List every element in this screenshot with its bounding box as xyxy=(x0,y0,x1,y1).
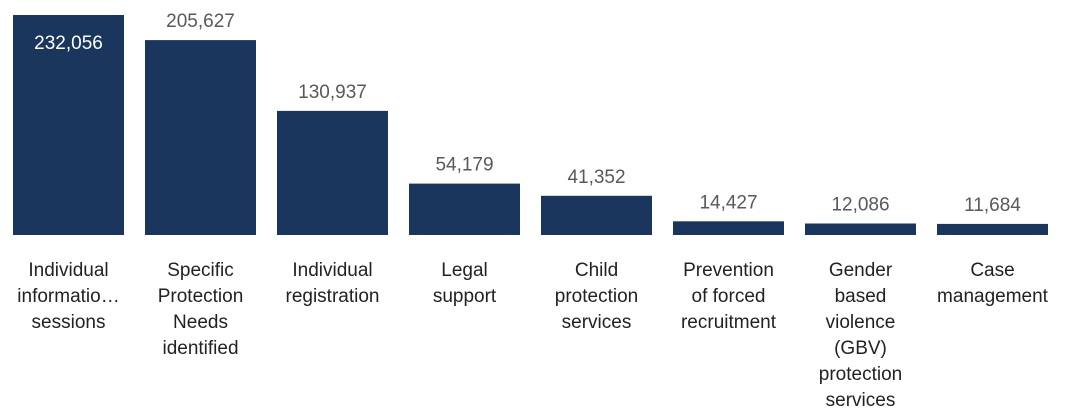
category-label-line: support xyxy=(432,286,497,307)
category-labels: Individual informatio… sessions Specific Pro… xyxy=(10,258,1052,411)
category-label-line: sessions xyxy=(31,312,106,333)
bar-2 xyxy=(145,40,256,235)
category-label-line: protection xyxy=(818,364,903,385)
category-label-line: Legal xyxy=(441,260,488,281)
value-label-3: 130,937 xyxy=(298,82,367,103)
category-label-line: protection xyxy=(554,286,639,307)
category-label-line: Gender xyxy=(828,260,893,281)
bar-6 xyxy=(673,221,784,235)
category-label-1: Individual informatio… sessions xyxy=(10,258,128,336)
category-label-line: informatio… xyxy=(17,286,120,307)
category-label-line: based xyxy=(834,286,887,307)
category-label-6: Prevention of forced recruitment xyxy=(670,258,788,336)
value-label-6: 14,427 xyxy=(699,192,757,213)
category-label-line: Child xyxy=(574,260,619,281)
category-label-line: Case xyxy=(970,260,1015,281)
category-label-line: management xyxy=(937,286,1048,307)
category-label-line: (GBV) xyxy=(834,338,887,359)
category-label-line: Specific xyxy=(167,260,234,281)
category-label-line: Individual xyxy=(292,260,373,281)
value-label-2: 205,627 xyxy=(166,11,235,32)
bar-5 xyxy=(541,195,652,235)
category-label-5: Child protection services xyxy=(538,258,656,336)
category-label-4: Legal support xyxy=(406,258,524,310)
bar-3 xyxy=(277,110,388,235)
bar-8 xyxy=(937,223,1048,235)
category-label-line: services xyxy=(825,390,896,411)
bar-7 xyxy=(805,223,916,235)
category-label-7: Gender based violence (GBV) protection servic… xyxy=(802,258,920,414)
category-label-3: Individual registration xyxy=(274,258,392,310)
category-label-line: Protection xyxy=(157,286,244,307)
bar-1 xyxy=(13,15,124,235)
category-label-line: of forced xyxy=(691,286,766,307)
category-label-line: identified xyxy=(162,338,239,359)
category-label-2: Specific Protection Needs identified xyxy=(142,258,260,362)
value-label-4: 54,179 xyxy=(435,155,493,176)
category-label-line: Prevention xyxy=(683,260,774,281)
category-label-line: Individual xyxy=(28,260,109,281)
bar-chart: 232,056 205,627 130,937 54,179 41,352 14,427 1… xyxy=(13,11,1048,235)
value-label-8: 11,684 xyxy=(964,195,1021,216)
category-label-line: services xyxy=(561,312,632,333)
category-label-line: Needs xyxy=(173,312,228,333)
category-label-8: Case management xyxy=(934,258,1052,310)
category-label-line: violence xyxy=(825,312,896,333)
value-label-7: 12,086 xyxy=(831,195,889,216)
value-label-1: 232,056 xyxy=(34,33,103,54)
category-label-line: recruitment xyxy=(680,312,777,333)
category-label-line: registration xyxy=(285,286,380,307)
bar-4 xyxy=(409,183,520,235)
value-label-5: 41,352 xyxy=(567,167,625,188)
